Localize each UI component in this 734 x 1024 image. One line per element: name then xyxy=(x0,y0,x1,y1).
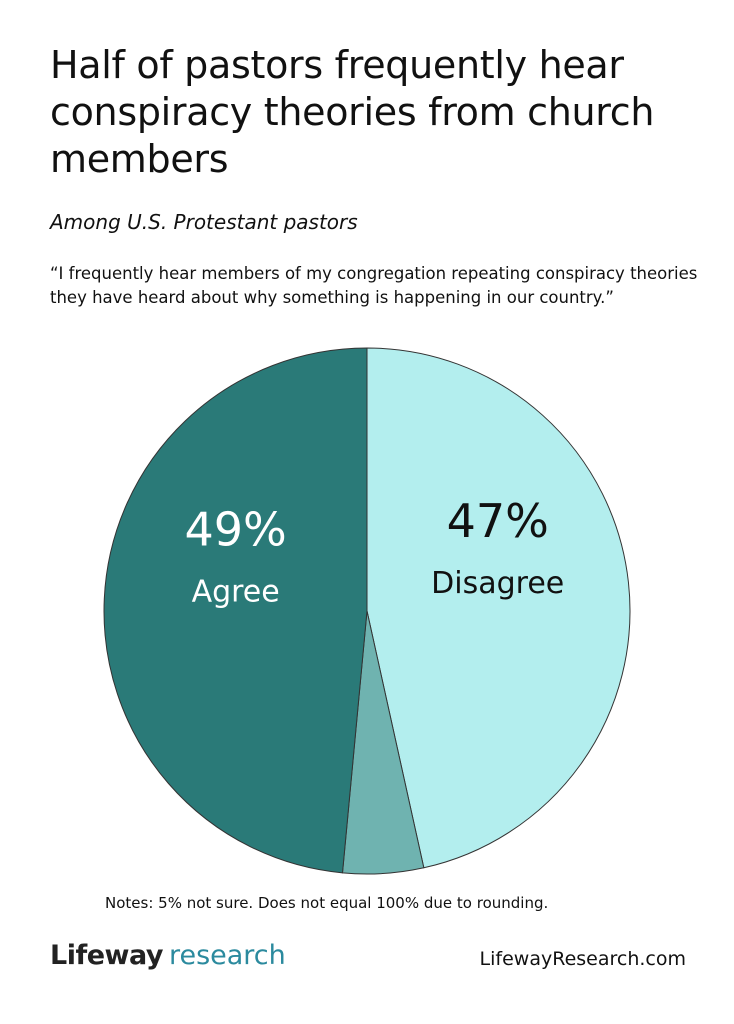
value-label: 49% xyxy=(185,502,287,556)
subtitle: Among U.S. Protestant pastors xyxy=(50,210,358,234)
url: LifewayResearch.com xyxy=(479,948,686,970)
pie-slice xyxy=(103,347,368,874)
category-label: Disagree xyxy=(431,566,564,601)
question: “I frequently hear members of my congreg… xyxy=(50,264,698,307)
logo: Lifeway research xyxy=(50,940,286,971)
note: Notes: 5% not sure. Does not equal 100% … xyxy=(105,894,549,912)
chart-title: Half of pastors frequently hear conspira… xyxy=(50,43,655,181)
brand: Lifeway xyxy=(50,940,163,971)
pie-slice xyxy=(366,347,631,869)
value-label: 47% xyxy=(447,494,549,548)
brand-suffix: research xyxy=(168,940,286,971)
category-label: Agree xyxy=(192,574,280,609)
